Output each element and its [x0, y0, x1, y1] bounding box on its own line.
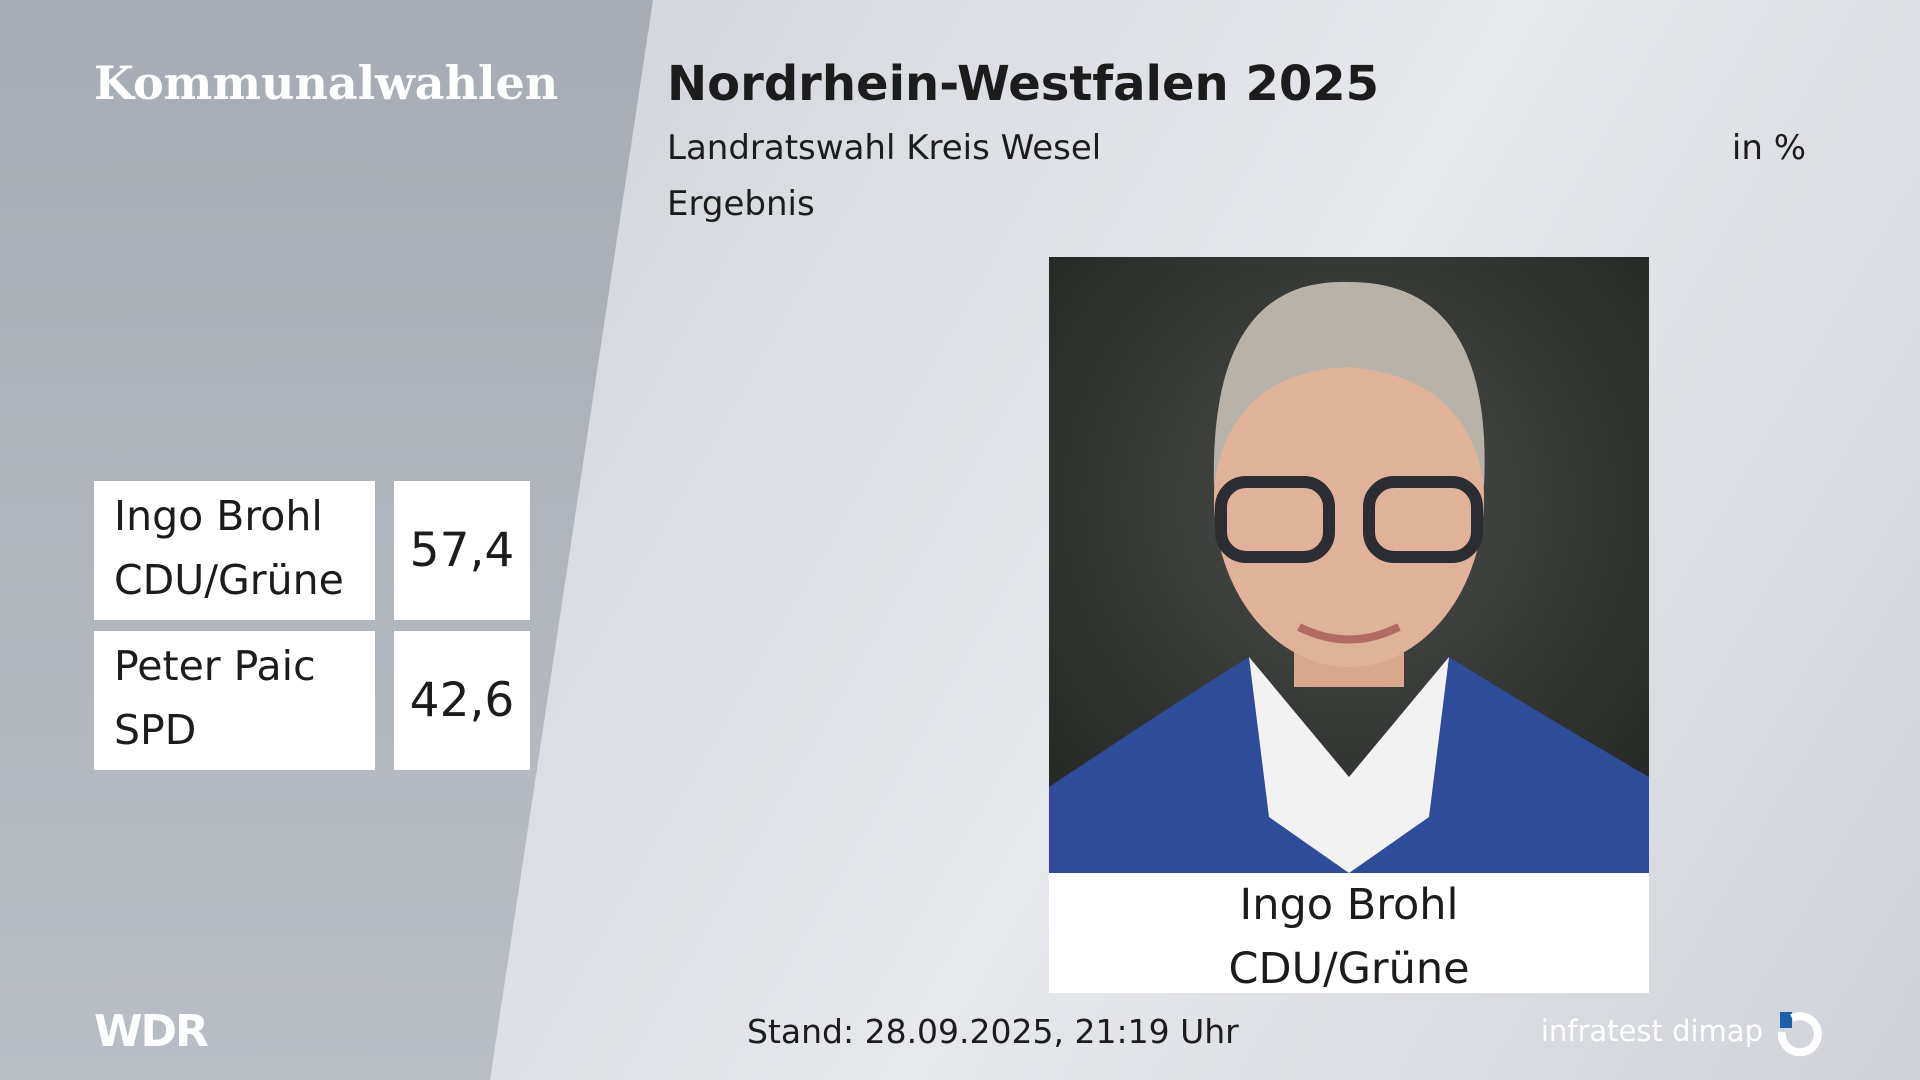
candidate-name: Ingo Brohl: [114, 492, 323, 540]
result-value: 57,4: [409, 523, 515, 578]
logo-arc: [1778, 1012, 1822, 1057]
result-name-box: Peter Paic SPD: [94, 631, 375, 770]
shirt: [1249, 657, 1449, 873]
candidate-photo: [1049, 257, 1649, 873]
glasses-left: [1215, 476, 1335, 563]
result-value: 42,6: [409, 673, 515, 728]
timestamp: Stand: 28.09.2025, 21:19 Uhr: [747, 1012, 1239, 1051]
photo-caption: Ingo Brohl CDU/Grüne: [1049, 873, 1649, 994]
unit: in %: [1731, 128, 1806, 168]
jacket: [1049, 657, 1649, 873]
candidate-party: SPD: [114, 706, 197, 754]
result-value-box: 42,6: [394, 631, 530, 770]
candidate-party: CDU/Grüne: [114, 556, 344, 604]
broadcaster-logo: WDR: [94, 1006, 209, 1057]
subtitle: Landratswahl Kreis Wesel: [667, 128, 1102, 168]
glasses-right: [1363, 476, 1483, 563]
pollster-logo: [1778, 1012, 1822, 1057]
face: [1214, 327, 1484, 667]
logo-block: [1780, 1012, 1792, 1028]
status: Ergebnis: [667, 184, 815, 224]
pollster: infratest dimap: [1540, 1014, 1763, 1048]
result-value-box: 57,4: [394, 481, 530, 620]
candidate-name: Peter Paic: [114, 642, 316, 690]
caption-name: Ingo Brohl: [1239, 880, 1459, 930]
result-name-box: Ingo Brohl CDU/Grüne: [94, 481, 375, 620]
caption-party: CDU/Grüne: [1228, 944, 1470, 994]
mouth: [1297, 623, 1401, 644]
brand: Kommunalwahlen: [94, 56, 559, 110]
title: Nordrhein-Westfalen 2025: [667, 56, 1380, 112]
hair: [1213, 281, 1485, 487]
